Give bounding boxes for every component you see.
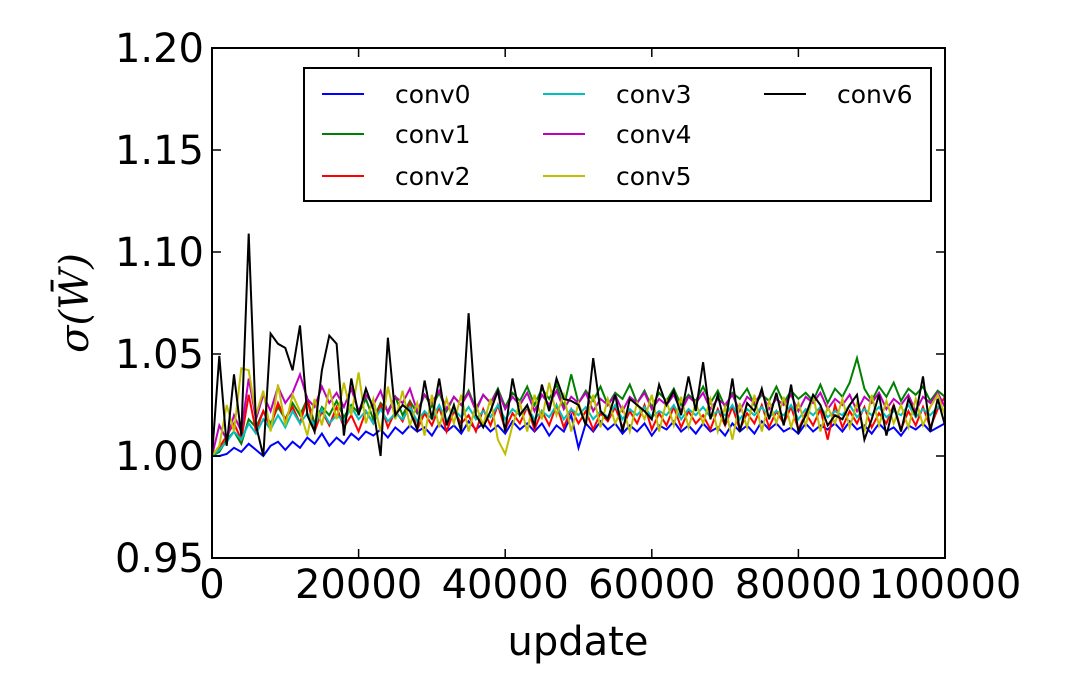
legend: conv0 conv1 conv2 conv3 conv4 conv5 conv6 (303, 67, 932, 202)
x-tick-label: 0 (199, 562, 224, 608)
y-tick-label: 1.15 (115, 128, 204, 174)
y-tick-label: 1.20 (115, 26, 204, 72)
legend-label-conv5: conv5 (616, 162, 692, 191)
legend-label-conv6: conv6 (837, 80, 913, 109)
legend-entries: conv0 conv1 conv2 conv3 conv4 conv5 conv6 (322, 80, 913, 191)
x-tick-label: 40000 (442, 562, 569, 608)
series-lines (211, 233, 946, 458)
y-axis-label: σ(W̄) (51, 253, 98, 353)
y-tick-label: 1.05 (115, 332, 204, 378)
legend-label-conv3: conv3 (616, 80, 692, 109)
x-axis-label: update (508, 619, 649, 665)
axis-ticks (211, 47, 946, 559)
y-tick-label: 1.10 (115, 230, 204, 276)
x-tick-label: 100000 (869, 562, 1022, 608)
y-tick-label: 0.95 (115, 536, 204, 582)
x-tick-labels: 0 20000 40000 60000 80000 100000 (199, 562, 1021, 608)
x-tick-label: 80000 (735, 562, 862, 608)
legend-label-conv1: conv1 (395, 120, 471, 149)
series-line-conv5 (211, 367, 946, 457)
legend-box (303, 67, 932, 202)
legend-label-conv2: conv2 (395, 162, 471, 191)
plot-frame (211, 47, 946, 559)
series-line-conv6 (211, 233, 946, 457)
x-tick-label: 20000 (295, 562, 422, 608)
x-tick-label: 60000 (588, 562, 715, 608)
y-tick-label: 1.00 (115, 434, 204, 480)
legend-label-conv0: conv0 (395, 80, 471, 109)
legend-label-conv4: conv4 (616, 120, 692, 149)
y-tick-labels: 0.95 1.00 1.05 1.10 1.15 1.20 (115, 26, 204, 582)
